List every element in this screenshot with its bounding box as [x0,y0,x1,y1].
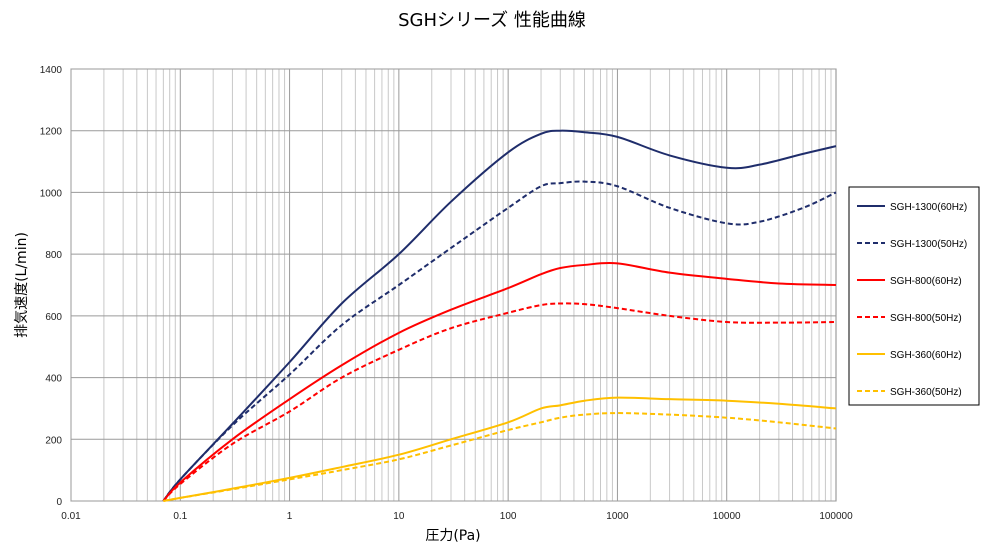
y-tick-label: 0 [56,497,62,508]
plot-area [70,68,837,502]
x-tick-label: 1000 [606,511,629,522]
y-axis-ticks: 0 200 400 600 800 1000 1200 1400 [40,65,63,508]
legend-label: SGH-800(50Hz) [890,313,962,324]
legend-label: SGH-1300(50Hz) [890,239,967,250]
grid [70,68,836,502]
series-sgh-1300-60hz-line [162,129,837,502]
legend-label: SGH-1300(60Hz) [890,202,967,213]
series-lines [162,129,837,502]
x-tick-label: 100 [500,511,517,522]
y-tick-label: 1400 [40,65,63,76]
y-tick-label: 1000 [40,188,63,199]
series-sgh-800-50hz-line [162,302,837,502]
series-sgh-1300-50hz-line [162,180,837,502]
legend-label: SGH-800(60Hz) [890,276,962,287]
y-tick-label: 200 [45,435,62,446]
y-tick-label: 400 [45,374,62,385]
x-tick-label: 10 [393,511,405,522]
chart-title: SGHシリーズ 性能曲線 [398,10,586,31]
x-axis-ticks: 0.01 0.1 1 10 100 1000 10000 100000 [61,511,853,522]
x-tick-label: 10000 [713,511,741,522]
y-tick-label: 800 [45,250,62,261]
legend-box [848,186,980,406]
series-sgh-360-50hz-line [163,412,837,502]
x-tick-label: 0.01 [61,511,81,522]
legend: SGH-1300(60Hz) SGH-1300(50Hz) SGH-800(60Hz… [857,202,967,398]
x-axis-label: 圧力(Pa) [425,528,480,544]
legend-label: SGH-360(50Hz) [890,387,962,398]
x-tick-label: 0.1 [173,511,187,522]
y-tick-label: 600 [45,312,62,323]
series-sgh-360-60hz-line [163,396,837,502]
x-tick-label: 1 [287,511,293,522]
x-tick-label: 100000 [819,511,853,522]
y-tick-label: 1200 [40,127,63,138]
series-sgh-800-60hz-line [162,261,837,502]
y-axis-label: 排気速度(L/min) [14,232,30,338]
legend-label: SGH-360(60Hz) [890,350,962,361]
